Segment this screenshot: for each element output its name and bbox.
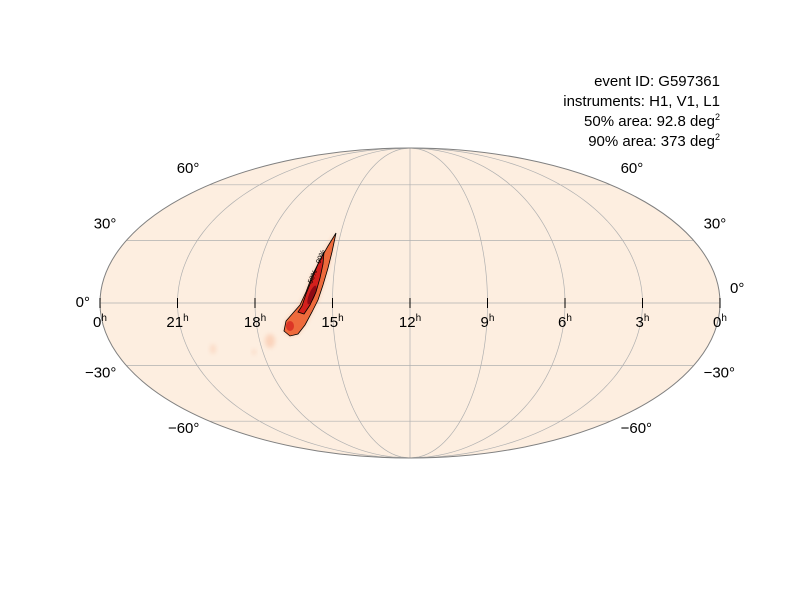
dec-label-left: 0°	[76, 294, 90, 311]
ra-label-hours: 9	[481, 314, 489, 331]
ra-label-unit: h	[489, 313, 495, 324]
area-50-label: 50% area: 92.8 deg2	[563, 112, 720, 132]
probability-region: 50% 90%	[210, 232, 337, 355]
peak-core	[307, 285, 317, 305]
area-90-text: 90% area: 373 deg	[588, 133, 715, 150]
dec-label-right: 30°	[704, 215, 727, 232]
ra-label: 6h	[558, 313, 572, 331]
ra-label: 9h	[481, 313, 495, 331]
dec-label-right: 60°	[621, 160, 644, 177]
dec-label-left: −30°	[85, 365, 116, 382]
event-id-label: event ID: G597361	[594, 73, 720, 90]
faint-blob-3	[252, 349, 256, 355]
ra-label: 15h	[321, 313, 343, 331]
ra-label: 3h	[636, 313, 650, 331]
faint-blob-1	[265, 334, 275, 348]
ra-label-hours: 0	[93, 314, 101, 331]
instruments-label: instruments: H1, V1, L1	[563, 93, 720, 110]
ra-label-hours: 0	[713, 314, 721, 331]
ra-label-unit: h	[101, 313, 107, 324]
dec-label-right: −30°	[704, 365, 735, 382]
faint-blob-2	[210, 344, 216, 354]
ra-tick-marks	[99, 298, 721, 308]
area-90-unit-sup: 2	[714, 132, 720, 142]
ra-label: 18h	[244, 313, 266, 331]
ra-label-unit: h	[566, 313, 572, 324]
ra-label-hours: 21	[166, 314, 183, 331]
contour-label-90: 90%	[315, 249, 327, 265]
ra-label: 0h	[93, 313, 107, 331]
ra-label-hours: 12	[399, 314, 416, 331]
ra-axis-labels: 0h 21h 18h 15h 12h 9h 6h 3h 0h	[93, 313, 727, 331]
dec-label-left: 30°	[94, 215, 117, 232]
ra-label-unit: h	[416, 313, 422, 324]
ra-label: 21h	[166, 313, 188, 331]
ra-label-unit: h	[183, 313, 189, 324]
contour-50-line	[297, 251, 325, 315]
ra-label-unit: h	[261, 313, 267, 324]
dec-label-right: −60°	[621, 420, 652, 437]
ra-label-unit: h	[721, 313, 727, 324]
ra-label-unit: h	[338, 313, 344, 324]
contour-90-line	[283, 232, 337, 337]
ra-label-unit: h	[644, 313, 650, 324]
peak-lower	[286, 321, 294, 331]
area-50-text: 50% area: 92.8 deg	[584, 113, 715, 130]
ra-label-hours: 15	[321, 314, 338, 331]
ra-label-hours: 6	[558, 314, 566, 331]
dec-label-left: −60°	[168, 420, 199, 437]
ra-label: 0h	[713, 313, 727, 331]
event-info-panel: event ID: G597361 instruments: H1, V1, L…	[563, 72, 720, 152]
ra-label-hours: 3	[636, 314, 644, 331]
dec-axis-labels: 60° 60° 30° 30° 0° 0° −30° −30° −60° −60°	[76, 160, 745, 437]
area-90-label: 90% area: 373 deg2	[563, 132, 720, 152]
dec-label-left: 60°	[177, 160, 200, 177]
ra-label-hours: 18	[244, 314, 261, 331]
contour-label-50: 50%	[307, 269, 319, 285]
ra-label: 12h	[399, 313, 421, 331]
area-50-unit-sup: 2	[714, 112, 720, 122]
dec-label-right: 0°	[730, 280, 744, 297]
